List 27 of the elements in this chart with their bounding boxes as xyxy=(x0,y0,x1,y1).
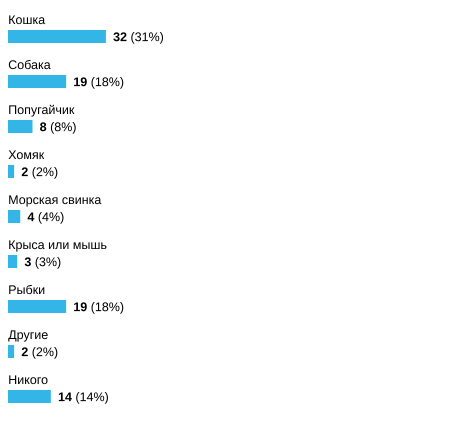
data-label: 32 (31%) xyxy=(113,32,164,44)
data-label: 19 (18%) xyxy=(74,302,124,314)
y-tick-label: Никого xyxy=(9,375,48,384)
y-tick-label: Попугайчик xyxy=(9,104,74,117)
bar xyxy=(8,75,66,88)
bar xyxy=(8,30,106,44)
data-label: 8 (8%) xyxy=(40,122,76,134)
bar xyxy=(8,390,51,404)
bar xyxy=(8,300,66,314)
bar xyxy=(8,210,20,224)
data-label: 19 (18%) xyxy=(74,77,124,89)
y-tick-label: Крыса или мышь xyxy=(9,240,106,252)
data-label: 14 (14%) xyxy=(58,392,108,404)
data-label: 2 (2%) xyxy=(22,167,58,179)
data-label: 2 (2%) xyxy=(22,347,58,359)
bar xyxy=(8,165,14,178)
y-tick-label: Собака xyxy=(8,60,51,70)
data-label: 3 (3%) xyxy=(24,257,60,269)
y-tick-label: Другие xyxy=(8,330,48,342)
y-tick-label: Хомяк xyxy=(8,150,44,160)
y-tick-label: Кошка xyxy=(9,15,46,24)
bar xyxy=(8,345,14,358)
bar xyxy=(8,255,18,268)
bar xyxy=(8,120,32,134)
data-label: 4 (4%) xyxy=(28,212,64,224)
y-tick-label: Морская свинка xyxy=(9,195,102,207)
y-tick-label: Рыбки xyxy=(9,284,44,294)
